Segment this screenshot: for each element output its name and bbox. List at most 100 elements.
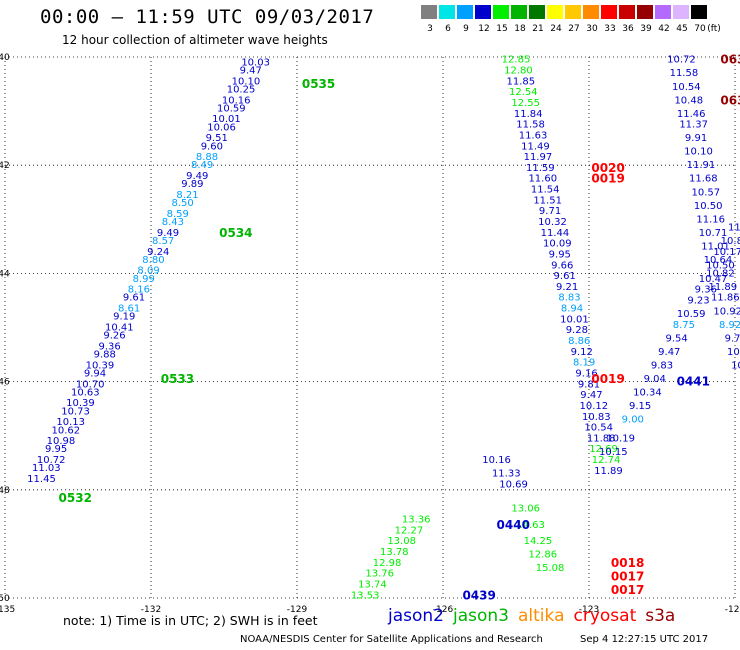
legend-swatch (421, 5, 437, 19)
swh-value: 10.39 (66, 398, 95, 409)
pass-time-label: 0018 (611, 556, 644, 570)
swh-value: 12.80 (504, 66, 533, 77)
swh-value: 10.15 (599, 447, 628, 458)
generated-timestamp: Sep 4 12:27:15 UTC 2017 (580, 634, 709, 645)
swh-value: 11.33 (492, 469, 521, 480)
legend-swatch (547, 5, 563, 19)
swh-value: 8.80 (142, 255, 164, 266)
swh-value: 10.72 (37, 455, 66, 466)
swh-value: 9.66 (551, 260, 573, 271)
swh-value: 9.36 (695, 285, 717, 296)
swh-value: 10.47 (699, 274, 728, 285)
legend-swatch (511, 5, 527, 19)
swh-value: 9.23 (687, 295, 709, 306)
swh-value: 8.88 (196, 152, 218, 163)
swh-value: 10.19 (606, 433, 635, 444)
swh-value: 12.86 (528, 550, 557, 561)
satellite-jason3-label: jason3 (453, 606, 509, 626)
swh-value: 13.36 (402, 515, 431, 526)
pass-time-label: 0439 (462, 588, 495, 602)
satellite-jason2-label: jason2 (388, 606, 444, 626)
satellite-legend: jason2 jason3 altika cryosat s3a (388, 606, 684, 626)
swh-value: 11.89 (709, 282, 738, 293)
swh-value: 9.91 (685, 133, 707, 144)
swh-value: 10.83 (582, 412, 611, 423)
pass-time-label: 0636 (720, 93, 740, 107)
map-title: 00:00 – 11:59 UTC 09/03/2017 (40, 6, 375, 28)
swh-value: 11.46 (677, 109, 706, 120)
swh-value: 12.98 (373, 558, 402, 569)
swh-value: 9.7 (725, 333, 740, 344)
swh-value: 9.36 (99, 341, 121, 352)
swh-value: 9.81 (578, 379, 600, 390)
swh-value: 10.25 (227, 84, 256, 95)
swh-value: 10.71 (699, 228, 728, 239)
swh-value: 9.04 (644, 374, 666, 385)
legend-label: 42 (658, 24, 670, 34)
swh-value: 10.62 (52, 425, 81, 436)
legend-label: 12 (478, 24, 490, 34)
swh-value: 11.54 (531, 185, 560, 196)
legend-label: 9 (463, 24, 469, 34)
legend-label: 30 (586, 24, 598, 34)
swh-value: 8.61 (118, 304, 140, 315)
satellite-cryosat-label: cryosat (573, 606, 637, 626)
swh-value: 9.60 (201, 141, 223, 152)
swh-value: 9.61 (554, 271, 576, 282)
pass-time-label: 0020 (591, 161, 624, 175)
map-subtitle: 12 hour collection of altimeter wave hei… (62, 33, 328, 47)
legend-label: 33 (604, 24, 616, 34)
legend-label: 24 (550, 24, 562, 34)
swh-value: 10.16 (222, 95, 251, 106)
legend-swatch (637, 5, 653, 19)
axis-label-lat: 50 (0, 594, 10, 604)
legend-swatch (583, 5, 599, 19)
swh-value: 8.99 (133, 274, 155, 285)
legend-swatch (457, 5, 473, 19)
swh-value: 11.85 (507, 76, 536, 87)
axis-label-lon: -135 (0, 605, 15, 615)
swh-value: 8.83 (558, 293, 580, 304)
swh-value: 8.43 (162, 217, 184, 228)
swh-value: 9.51 (206, 133, 228, 144)
swh-value: 8.92 (719, 320, 740, 331)
footnote: note: 1) Time is in UTC; 2) SWH is in fe… (63, 613, 318, 628)
swh-value: 8.09 (137, 266, 159, 277)
pass-time-label: 0440 (497, 518, 530, 532)
swh-value: 11.16 (696, 214, 725, 225)
legend-swatch (655, 5, 671, 19)
swh-value: 10.54 (672, 82, 701, 93)
swh-value: 8.59 (167, 209, 189, 220)
swh-value: 11.63 (519, 130, 548, 141)
swh-value: 9.49 (186, 171, 208, 182)
credit-line: NOAA/NESDIS Center for Satellite Applica… (240, 634, 543, 645)
swh-value: 11.68 (689, 174, 718, 185)
swh-value: 9.54 (665, 333, 687, 344)
pass-time-label: 0534 (219, 226, 252, 240)
legend-swatch (619, 5, 635, 19)
swh-value: 12.54 (509, 87, 538, 98)
swh-value: 10.41 (105, 323, 134, 334)
swh-value: 11.03 (32, 463, 61, 474)
swh-value: 13.74 (358, 579, 387, 590)
axis-label-lat: 42 (0, 161, 10, 171)
legend-swatch (475, 5, 491, 19)
swh-value: 10.59 (677, 309, 706, 320)
axis-label-lon: -132 (141, 605, 161, 615)
legend-swatch (673, 5, 689, 19)
swh-value: 15.08 (536, 563, 565, 574)
swh-value: 10.72 (667, 55, 696, 66)
swh-value: 11.91 (687, 160, 716, 171)
swh-value: 9.83 (651, 360, 673, 371)
swh-value: 10. (727, 347, 740, 358)
swh-value: 11.45 (27, 474, 56, 485)
swh-value: 14.25 (524, 536, 553, 547)
swh-value: 10.64 (704, 255, 733, 266)
legend-label: 36 (622, 24, 634, 34)
swh-value: 9.71 (539, 206, 561, 217)
swh-value: 13.53 (351, 590, 380, 601)
swh-value: 9.21 (556, 282, 578, 293)
legend-label: 70 (694, 24, 706, 34)
swh-value: 10.01 (212, 114, 241, 125)
